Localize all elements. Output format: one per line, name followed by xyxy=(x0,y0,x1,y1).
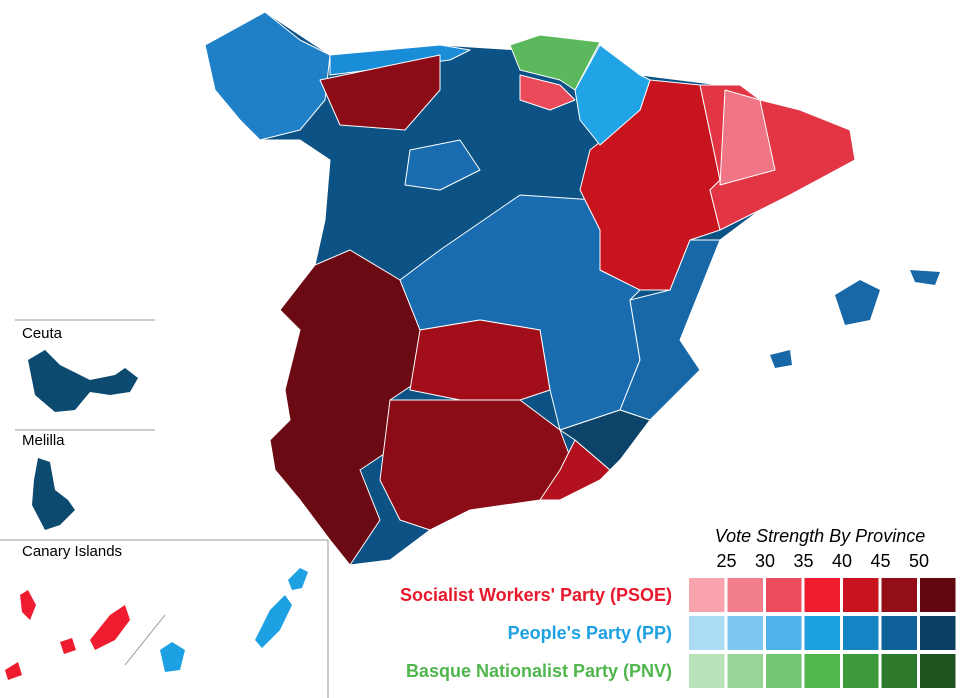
island xyxy=(60,638,76,654)
island xyxy=(20,590,36,620)
inset-border xyxy=(124,614,166,666)
party-name: Socialist Workers' Party (PSOE) xyxy=(400,585,672,605)
island xyxy=(835,280,880,325)
legend-swatch xyxy=(881,654,917,688)
legend-swatch xyxy=(766,616,802,650)
province xyxy=(719,89,776,186)
legend-tick-label: 30 xyxy=(755,551,775,571)
island xyxy=(90,605,130,650)
legend-title: Vote Strength By Province xyxy=(715,526,925,546)
legend-swatch xyxy=(881,578,917,612)
legend-swatch xyxy=(766,578,802,612)
province xyxy=(404,139,481,191)
legend-swatch xyxy=(843,654,879,688)
island xyxy=(255,595,292,648)
island xyxy=(770,350,792,368)
legend-tick-label: 45 xyxy=(870,551,890,571)
party-name: Basque Nationalist Party (PNV) xyxy=(406,661,672,681)
legend-swatch xyxy=(804,578,840,612)
inset-label: Canary Islands xyxy=(22,543,122,560)
legend: Vote Strength By Province 25 30 35 40 45 50 So… xyxy=(400,526,956,688)
legend-swatch xyxy=(727,616,763,650)
province xyxy=(409,319,551,401)
legend-swatch xyxy=(727,578,763,612)
legend-swatch xyxy=(920,654,956,688)
province xyxy=(519,74,576,111)
inset-label: Melilla xyxy=(22,432,65,449)
legend-tick-label: 40 xyxy=(832,551,852,571)
legend-tick-label: 50 xyxy=(909,551,929,571)
legend-tick-label: 25 xyxy=(716,551,736,571)
ceuta xyxy=(28,350,138,412)
legend-swatch xyxy=(689,616,725,650)
island xyxy=(910,270,940,285)
legend-swatch xyxy=(689,654,725,688)
legend-swatch xyxy=(804,654,840,688)
province xyxy=(574,44,651,146)
province xyxy=(509,34,601,91)
melilla xyxy=(32,458,75,530)
balearic-islands xyxy=(770,270,940,368)
province xyxy=(204,11,331,141)
party-name: People's Party (PP) xyxy=(508,623,672,643)
legend-swatch xyxy=(766,654,802,688)
legend-swatch xyxy=(689,578,725,612)
legend-swatch xyxy=(881,616,917,650)
province xyxy=(379,399,576,531)
legend-swatch xyxy=(920,616,956,650)
province xyxy=(559,409,651,471)
legend-swatch xyxy=(843,616,879,650)
legend-swatch xyxy=(920,578,956,612)
legend-swatch xyxy=(843,578,879,612)
island xyxy=(160,642,185,672)
province xyxy=(329,44,471,76)
insets: Ceuta Melilla Canary Islands xyxy=(0,319,329,698)
legend-tick-label: 35 xyxy=(793,551,813,571)
province xyxy=(319,54,441,131)
mainland xyxy=(204,11,856,566)
legend-swatch xyxy=(727,654,763,688)
island xyxy=(288,568,308,590)
inset-label: Ceuta xyxy=(22,325,63,342)
legend-swatch xyxy=(804,616,840,650)
island xyxy=(5,662,22,680)
